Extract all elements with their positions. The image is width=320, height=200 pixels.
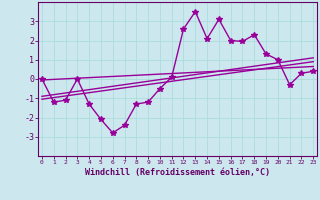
X-axis label: Windchill (Refroidissement éolien,°C): Windchill (Refroidissement éolien,°C) — [85, 168, 270, 177]
